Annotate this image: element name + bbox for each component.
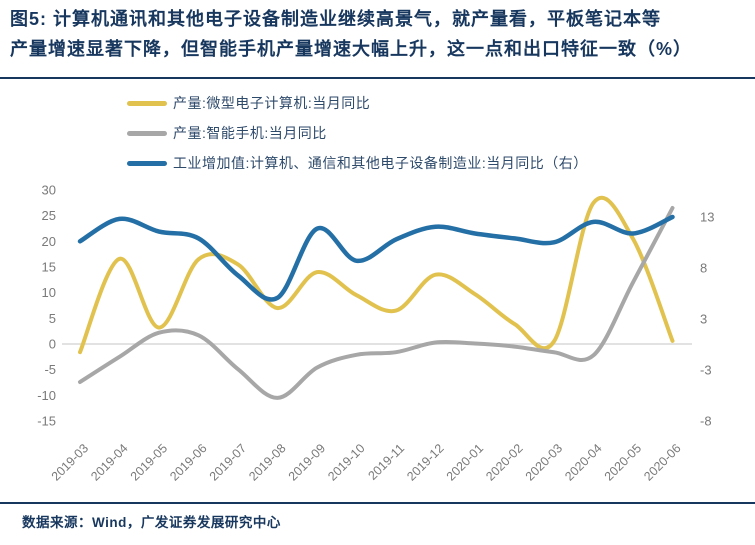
- right-axis-tick: 3: [700, 312, 707, 327]
- x-axis-label: 2019-12: [404, 441, 446, 483]
- x-axis-label: 2019-03: [49, 441, 91, 483]
- x-axis-label: 2019-05: [128, 441, 170, 483]
- legend-item-smartphone: 产量:智能手机:当月同比: [127, 118, 588, 148]
- right-axis-tick: -3: [700, 363, 712, 378]
- figure-title-line2: 产量增速显著下降，但智能手机产量增速大幅上升，这一点和出口特征一致（%）: [10, 39, 693, 59]
- left-axis-tick: 20: [42, 234, 56, 249]
- x-axis-label: 2019-08: [246, 441, 288, 483]
- legend-label-smartphone: 产量:智能手机:当月同比: [173, 125, 327, 141]
- right-axis-tick: 8: [700, 261, 707, 276]
- source-divider: [0, 502, 755, 504]
- x-axis-label: 2019-11: [365, 441, 407, 483]
- left-axis-tick: -10: [37, 388, 56, 403]
- left-axis-tick: 5: [49, 311, 56, 326]
- left-axis-tick: -5: [44, 362, 56, 377]
- x-axis-label: 2019-09: [286, 441, 328, 483]
- series-line-2: [77, 214, 675, 302]
- left-axis-tick: 25: [42, 208, 56, 223]
- x-axis-label: 2020-01: [444, 441, 486, 483]
- legend-swatch-yellow: [127, 100, 167, 106]
- chart-legend: 产量:微型电子计算机:当月同比 产量:智能手机:当月同比 工业增加值:计算机、通…: [127, 88, 588, 178]
- right-axis-tick: -8: [700, 414, 712, 429]
- legend-label-industrial-value-added: 工业增加值:计算机、通信和其他电子设备制造业:当月同比（右）: [173, 155, 588, 171]
- left-axis-tick: 10: [42, 285, 56, 300]
- x-axis-label: 2019-06: [167, 441, 209, 483]
- legend-swatch-blue: [127, 160, 167, 166]
- series-line-1: [78, 206, 675, 400]
- x-axis-label: 2020-02: [483, 441, 525, 483]
- x-axis-label: 2020-06: [641, 441, 683, 483]
- x-axis-label: 2019-07: [207, 441, 249, 483]
- left-axis-tick: 15: [42, 260, 56, 275]
- x-axis-label: 2019-10: [325, 441, 367, 483]
- figure-title: 图5: 计算机通讯和其他电子设备制造业继续高景气，就产量看，平板笔记本等 产量增…: [0, 4, 755, 64]
- data-source: 数据来源：Wind，广发证券发展研究中心: [22, 515, 281, 530]
- series-line-0: [78, 195, 675, 355]
- x-axis-label: 2020-03: [523, 441, 565, 483]
- title-divider: [0, 77, 755, 79]
- x-axis-label: 2020-05: [602, 441, 644, 483]
- left-axis-tick: -15: [37, 413, 56, 428]
- right-axis-tick: 13: [700, 210, 714, 225]
- figure-title-line1: 图5: 计算机通讯和其他电子设备制造业继续高景气，就产量看，平板笔记本等: [10, 9, 662, 29]
- x-axis-label: 2019-04: [88, 441, 130, 483]
- left-axis-tick: 0: [49, 337, 56, 352]
- legend-item-microcomputer: 产量:微型电子计算机:当月同比: [127, 88, 588, 118]
- legend-label-microcomputer: 产量:微型电子计算机:当月同比: [173, 95, 371, 111]
- legend-swatch-gray: [127, 130, 167, 136]
- x-axis-label: 2020-04: [562, 441, 604, 483]
- left-axis-tick: 30: [42, 183, 56, 198]
- legend-item-industrial-value-added: 工业增加值:计算机、通信和其他电子设备制造业:当月同比（右）: [127, 148, 588, 178]
